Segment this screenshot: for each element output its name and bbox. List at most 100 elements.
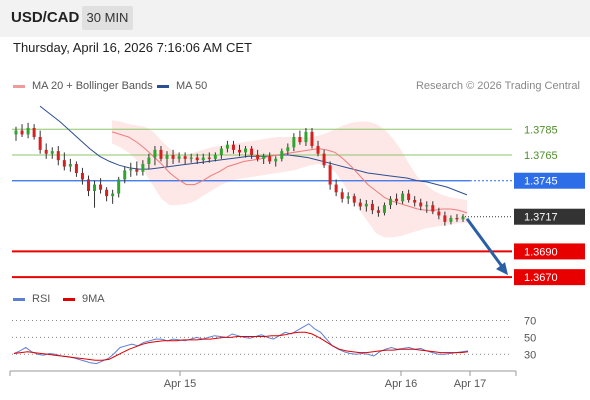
- candle-body: [80, 173, 84, 180]
- candle-body: [352, 196, 356, 203]
- candle-body: [382, 205, 386, 213]
- candle-body: [195, 157, 199, 161]
- candle-body: [262, 156, 266, 159]
- candle-body: [425, 205, 429, 207]
- candle-body: [298, 137, 302, 143]
- support-2-tag: [514, 269, 585, 286]
- candle-body: [268, 156, 272, 162]
- candle-body: [340, 192, 344, 199]
- candle-body: [177, 156, 181, 159]
- pivot-tag: [514, 172, 585, 189]
- candle-body: [62, 160, 66, 167]
- candle-body: [44, 149, 48, 154]
- candle-body: [26, 128, 30, 135]
- forecast-arrow-head: [496, 262, 508, 276]
- legend-rsi: RSI: [13, 293, 50, 305]
- candle-body: [358, 202, 362, 207]
- candle-body: [117, 179, 121, 194]
- candle-body: [207, 157, 211, 159]
- candle-body: [413, 200, 417, 203]
- legend-9ma-label: 9MA: [82, 293, 105, 305]
- timeframe-button[interactable]: 30 MIN: [82, 6, 133, 30]
- candle-body: [328, 165, 332, 185]
- candle-body: [105, 189, 109, 197]
- forecast-arrow: [465, 217, 506, 271]
- candle-body: [389, 198, 393, 206]
- candle-body: [316, 146, 320, 154]
- legend-9ma: 9MA: [63, 293, 105, 305]
- rsi-tick-50: 50: [524, 332, 536, 344]
- candle-body: [38, 137, 42, 150]
- candle-body: [153, 149, 157, 158]
- support-2-label: 1.3670: [524, 272, 558, 284]
- candle-body: [250, 148, 254, 155]
- candle-body: [292, 137, 296, 148]
- candle-body: [183, 156, 187, 159]
- candle-body: [304, 131, 308, 143]
- rsi-swatch: [13, 297, 25, 301]
- candle-body: [443, 215, 447, 222]
- candle-body: [93, 184, 97, 191]
- rsi-tick-30: 30: [524, 349, 536, 361]
- candle-body: [346, 196, 350, 199]
- support-1-label: 1.3690: [524, 246, 558, 258]
- candle-body: [449, 218, 453, 222]
- ma9-swatch: [63, 297, 75, 301]
- candle-body: [334, 184, 338, 193]
- candle-body: [437, 211, 441, 216]
- candle-body: [14, 130, 18, 135]
- candle-body: [225, 144, 229, 149]
- credit-text: Research © 2026 Trading Central: [415, 80, 580, 92]
- current-price-tag: [514, 208, 585, 225]
- candle-body: [171, 155, 175, 159]
- candle-body: [189, 157, 193, 159]
- ma50-swatch: [157, 84, 169, 88]
- candle-body: [123, 170, 127, 180]
- candle-body: [461, 216, 465, 220]
- candle-body: [141, 164, 145, 172]
- candle-body: [135, 169, 139, 172]
- rsi-tick-70: 70: [524, 315, 536, 327]
- candle-body: [111, 193, 115, 197]
- resistance-2-label: 1.3785: [524, 124, 558, 136]
- candle-body: [280, 151, 284, 159]
- candle-body: [455, 218, 459, 220]
- bollinger-band: [112, 120, 467, 238]
- candle-body: [419, 202, 423, 207]
- candle-body: [147, 157, 151, 164]
- legend-rsi-label: RSI: [32, 293, 51, 305]
- candle-body: [201, 157, 205, 161]
- symbol-title: USD/CAD: [11, 9, 80, 26]
- ma20-swatch: [13, 84, 25, 88]
- legend-ma50: MA 50: [157, 80, 207, 92]
- candle-body: [376, 210, 380, 213]
- legend-ma20: MA 20 + Bollinger Bands: [13, 80, 153, 92]
- candle-body: [99, 184, 103, 190]
- x-tick-label: Apr 15: [164, 378, 196, 390]
- ma50-line: [39, 105, 468, 196]
- pivot-label: 1.3745: [524, 176, 558, 188]
- support-1-tag: [514, 243, 585, 260]
- legend-ma20-label: MA 20 + Bollinger Bands: [32, 80, 153, 92]
- candle-body: [231, 144, 235, 150]
- candle-body: [322, 153, 326, 166]
- candle-body: [86, 179, 90, 191]
- candle-body: [364, 203, 368, 207]
- candle-body: [244, 148, 248, 153]
- candle-body: [310, 131, 314, 146]
- candle-body: [50, 151, 54, 154]
- timestamp: Thursday, April 16, 2026 7:16:06 AM CET: [13, 40, 252, 55]
- candle-body: [238, 149, 241, 153]
- candle-body: [213, 155, 217, 159]
- candle-body: [159, 149, 163, 159]
- candle-body: [32, 128, 36, 137]
- candle-body: [370, 203, 374, 211]
- resistance-1-label: 1.3765: [524, 150, 558, 162]
- candle-body: [219, 148, 223, 155]
- candle-body: [68, 164, 72, 167]
- rsi-series-9ma: [13, 331, 469, 361]
- candle-body: [256, 155, 260, 159]
- header-bar: USD/CAD 30 MIN: [0, 0, 590, 37]
- candle-body: [401, 193, 405, 202]
